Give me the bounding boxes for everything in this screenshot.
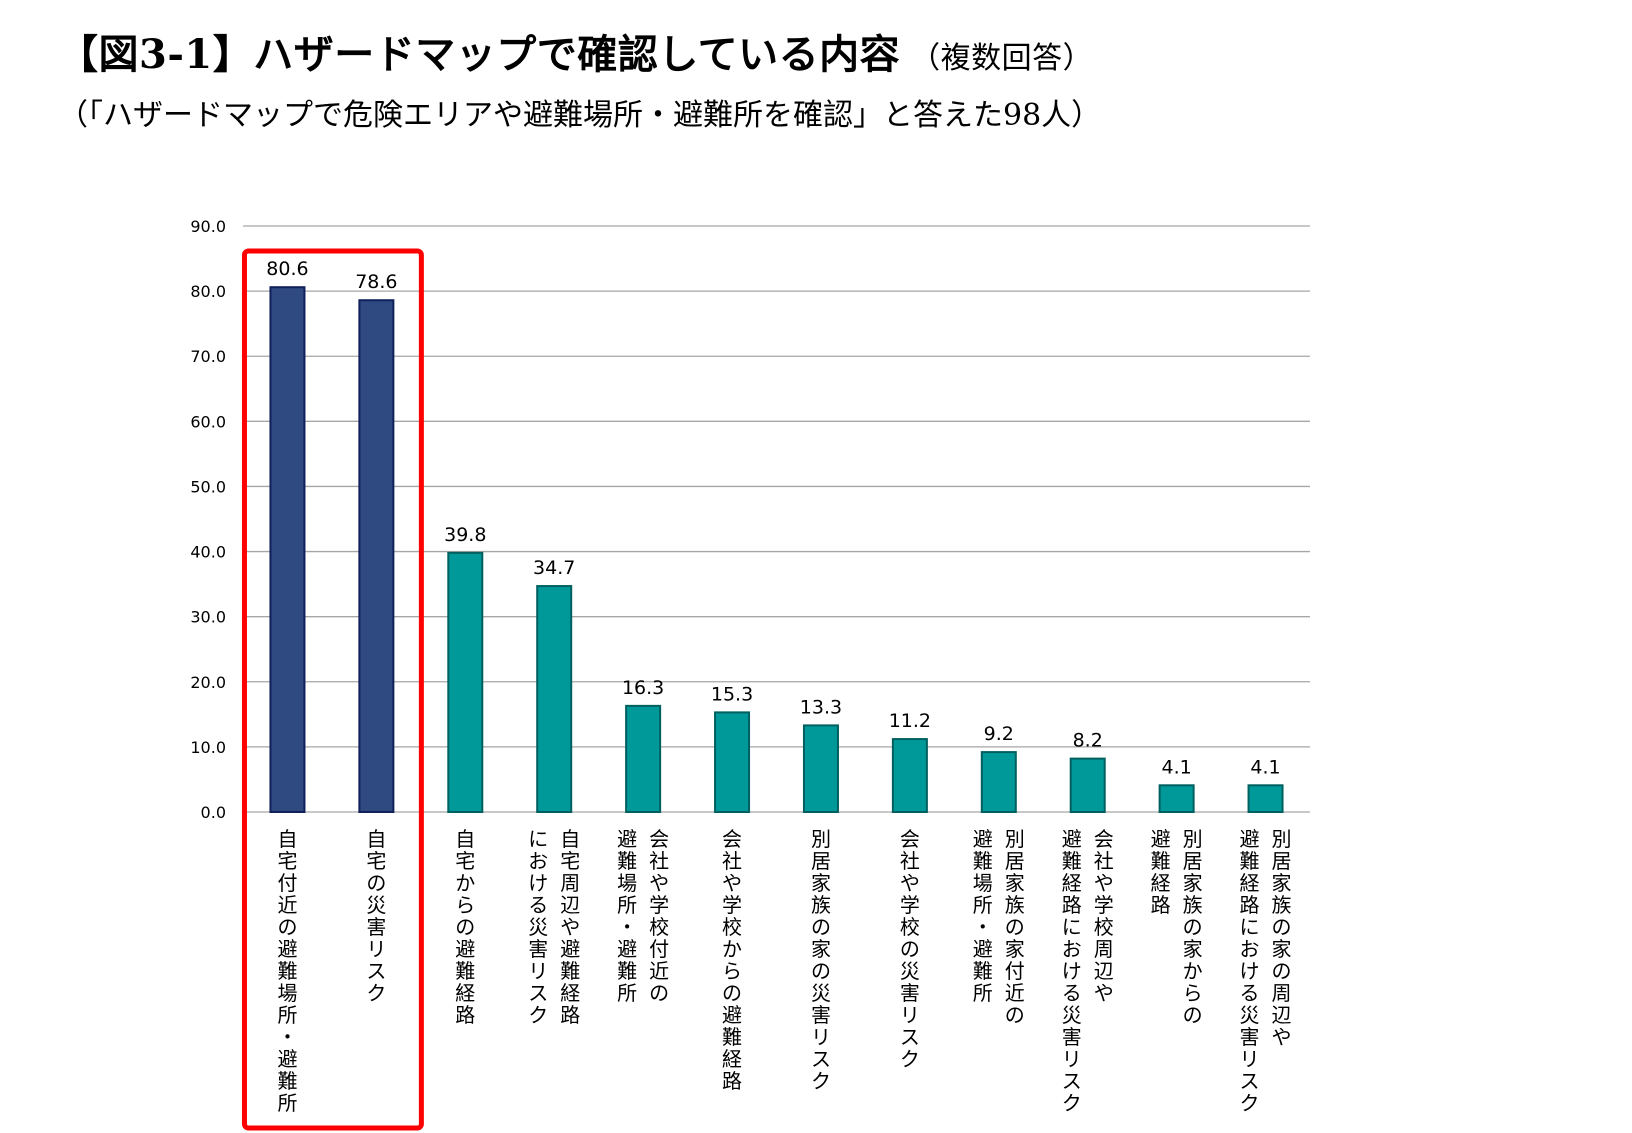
category-label: 別居家族の家からの — [1183, 827, 1203, 1027]
category-label: 会社や学校からの避難経路 — [722, 827, 742, 1093]
page-title-note: （複数回答） — [910, 41, 1094, 76]
bar — [447, 551, 484, 813]
bar — [714, 711, 751, 814]
title-block: 【図3-1】ハザードマップで確認している内容 （複数回答） （「ハザードマップで危… — [58, 22, 1101, 134]
value-label: 8.2 — [1073, 730, 1103, 752]
y-tick-label: 20.0 — [190, 673, 226, 692]
y-tick-label: 0.0 — [201, 803, 226, 822]
y-tick-label: 40.0 — [190, 543, 226, 562]
category-label: 会社や学校付近の — [649, 827, 669, 1005]
y-tick-label: 80.0 — [190, 282, 226, 301]
category-label: 避難経路における災害リスク — [1062, 827, 1082, 1115]
value-label: 9.2 — [984, 723, 1014, 745]
value-label: 80.6 — [266, 258, 308, 280]
y-tick-label: 60.0 — [190, 412, 226, 431]
category-label: 別居家族の家の災害リスク — [811, 827, 831, 1093]
bar — [980, 751, 1017, 813]
page-subtitle: （「ハザードマップで危険エリアや避難場所・避難所を確認」と答えた98人） — [58, 98, 1102, 133]
category-label: 別居家族の家の周辺や — [1272, 827, 1292, 1049]
bar — [625, 704, 662, 814]
bar — [536, 585, 573, 814]
category-label: 自宅周辺や避難経路 — [560, 827, 580, 1027]
category-labels: 自宅付近の避難場所・避難所 自宅の災害リスク 自宅からの避難経路 自宅周辺や避難経路に… — [277, 827, 1291, 1115]
value-label: 34.7 — [533, 557, 575, 579]
highlight-box — [241, 248, 424, 1131]
y-tick-label: 70.0 — [190, 347, 226, 366]
value-labels: 80.6 78.6 39.8 34.7 16.3 15.3 13.3 11.2 9.2 8.2 4.… — [266, 258, 1280, 778]
bar — [1069, 757, 1106, 813]
y-tick-label: 30.0 — [190, 608, 226, 627]
value-label: 78.6 — [355, 271, 397, 293]
bar — [891, 738, 928, 814]
category-label: 自宅の災害リスク — [366, 827, 386, 1005]
value-label: 13.3 — [800, 696, 842, 718]
y-tick-label: 50.0 — [190, 477, 226, 496]
category-label: 避難場所・避難所 — [973, 827, 993, 1005]
bar — [1247, 784, 1284, 813]
category-label: 会社や学校周辺や — [1094, 827, 1114, 1005]
bar — [358, 299, 395, 813]
category-label: における災害リスク — [528, 827, 548, 1027]
category-label: 自宅からの避難経路 — [455, 827, 475, 1027]
page-title: 【図3-1】ハザードマップで確認している内容 （複数回答） — [58, 22, 1101, 80]
y-tick-label: 10.0 — [190, 738, 226, 757]
bar — [1158, 784, 1195, 813]
page-title-main: 【図3-1】ハザードマップで確認している内容 — [58, 31, 901, 78]
y-tick-label: 90.0 — [190, 217, 226, 236]
y-axis: 0.0 10.0 20.0 30.0 40.0 50.0 60.0 70.0 80.0 90.0 — [190, 217, 226, 822]
category-label: 会社や学校の災害リスク — [900, 827, 920, 1071]
value-label: 16.3 — [622, 677, 664, 699]
category-label: 別居家族の家付近の — [1005, 827, 1025, 1027]
bars — [269, 286, 1284, 814]
category-label: 避難経路における災害リスク — [1240, 827, 1260, 1115]
category-label: 避難場所・避難所 — [617, 827, 637, 1005]
bar — [269, 286, 306, 813]
value-label: 11.2 — [889, 710, 931, 732]
bar — [802, 724, 839, 813]
category-label: 避難経路 — [1151, 827, 1171, 917]
value-label: 4.1 — [1250, 756, 1280, 778]
value-label: 39.8 — [444, 524, 486, 546]
value-label: 4.1 — [1162, 756, 1192, 778]
category-label: 自宅付近の避難場所・避難所 — [277, 827, 297, 1115]
gridlines — [243, 225, 1310, 813]
value-label: 15.3 — [711, 683, 753, 705]
